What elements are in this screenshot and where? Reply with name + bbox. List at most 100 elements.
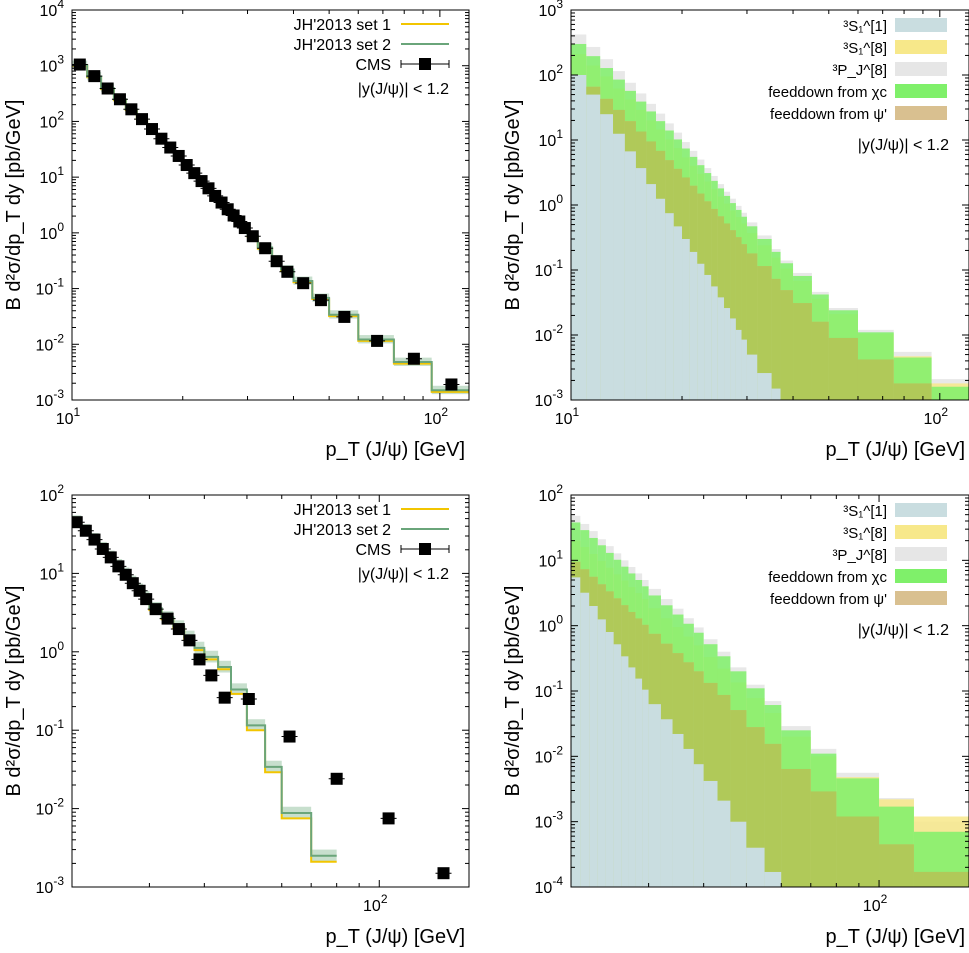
bar-overlap [730,230,736,319]
x-axis-label: p_T (J/ψ) [GeV] [326,926,465,948]
bar-overlap [672,653,684,734]
y-tick-label: 101 [40,164,65,187]
cms-point [193,653,206,666]
bar-overlap [665,160,674,214]
legend-swatch [895,40,947,54]
plot-frame [71,494,470,888]
cms-point [140,593,153,606]
bar-s1 [741,339,747,400]
cms-point [281,265,294,278]
legend-swatch [895,106,947,120]
bar-overlap [628,611,636,668]
bar-s1 [704,274,712,400]
bar-chic [931,386,969,400]
cms-point [297,277,310,290]
legend-swatch [895,591,947,605]
y-tick-label: 102 [539,62,564,85]
cms-point [101,82,114,95]
bar-s1 [682,238,690,400]
bar-s1 [771,388,781,400]
bar-overlap [600,98,614,115]
bar-overlap [642,624,649,690]
bar-s1 [757,373,772,400]
y-tick-label: 102 [40,482,65,505]
chart-bottom-left: 10-3 10-2 10-1 100 101 102 102 p_T (J/ψ) [GeV] B… [3,482,470,948]
cms-point [445,378,458,391]
bar-overlap [703,682,718,781]
bar-overlap [571,561,581,578]
bar-s1 [764,871,782,887]
x-tick-label: 102 [863,892,888,915]
bar-overlap [613,598,622,645]
plot-body [571,515,969,887]
y-tick-label: 101 [539,547,564,570]
bar-overlap [717,694,731,801]
bar-overlap [648,633,661,705]
bar-overlap [879,844,914,887]
bar-overlap [781,768,811,887]
bar-overlap [757,266,772,374]
cms-point [172,149,185,162]
bar-overlap [613,109,625,134]
cms-point [205,669,218,682]
bar-overlap [836,816,880,887]
bar-overlap [693,671,704,765]
chart-top-right: 10-3 10-2 10-1 100 101 102 103 101 102 p_T (J/ψ) … [502,0,969,461]
bar-overlap [624,121,636,152]
chart-bottom-right: 10-4 10-3 10-2 10-1 100 101 102 102 p_T (J/ψ) [G… [502,482,969,948]
cms-point [88,70,101,83]
cms-point [283,730,296,743]
bar-overlap [683,662,694,749]
y-tick-label: 104 [40,0,65,20]
y-tick-label: 10-3 [535,387,564,410]
cms-point [172,623,185,636]
y-axis-label: B d²σ/dp_T dy [pb/GeV] [502,100,524,311]
legend-label: feeddown from χc [768,569,887,586]
x-tick-label: 102 [424,405,449,428]
bar-s1 [571,75,587,400]
bar-s1 [689,251,698,400]
bar-overlap [746,727,765,848]
y-tick-label: 10-2 [535,322,564,345]
annotation: |y(J/ψ)| < 1.2 [358,566,449,583]
bar-s1 [646,184,656,400]
legend-label: JH'2013 set 2 [294,37,391,54]
cms-point [88,533,101,546]
bar-s1 [730,821,747,887]
bar-overlap [730,710,747,822]
annotation: |y(J/ψ)| < 1.2 [358,81,449,98]
legend-swatch [895,18,947,32]
y-tick-label: 102 [539,482,564,505]
legend-label: JH'2013 set 1 [294,17,391,34]
legend-label: ³P_J^[8] [832,62,887,79]
legend-swatch [895,84,947,98]
bar-overlap [857,359,894,400]
bar-overlap [764,743,782,872]
bar-s1 [605,631,614,887]
bar-overlap [828,337,858,400]
x-tick-label: 101 [56,405,81,428]
y-tick-label: 102 [40,108,65,131]
bar-overlap [811,321,829,400]
y-tick-label: 10-3 [36,387,65,410]
legend-label: JH'2013 set 2 [294,522,391,539]
plot-body [72,58,469,395]
bar-overlap [586,86,601,95]
bar-s1 [683,748,694,887]
y-tick-label: 10-1 [535,678,564,701]
y-tick-label: 10-2 [535,743,564,766]
bar-overlap [673,168,683,227]
bar-s1 [673,226,683,400]
cms-point [149,603,162,616]
bar-s1 [635,168,647,400]
plot-body [571,34,969,400]
legend-swatch [895,62,947,76]
cms-point [113,93,126,106]
bar-overlap [741,244,747,340]
x-axis-label: p_T (J/ψ) [GeV] [826,439,965,461]
legend-label: feeddown from ψ' [770,106,887,123]
y-tick-label: 10-3 [535,809,564,832]
cms-point [72,516,83,529]
legend-label: ³S₁^[1] [843,18,887,35]
bar-overlap [780,290,794,400]
